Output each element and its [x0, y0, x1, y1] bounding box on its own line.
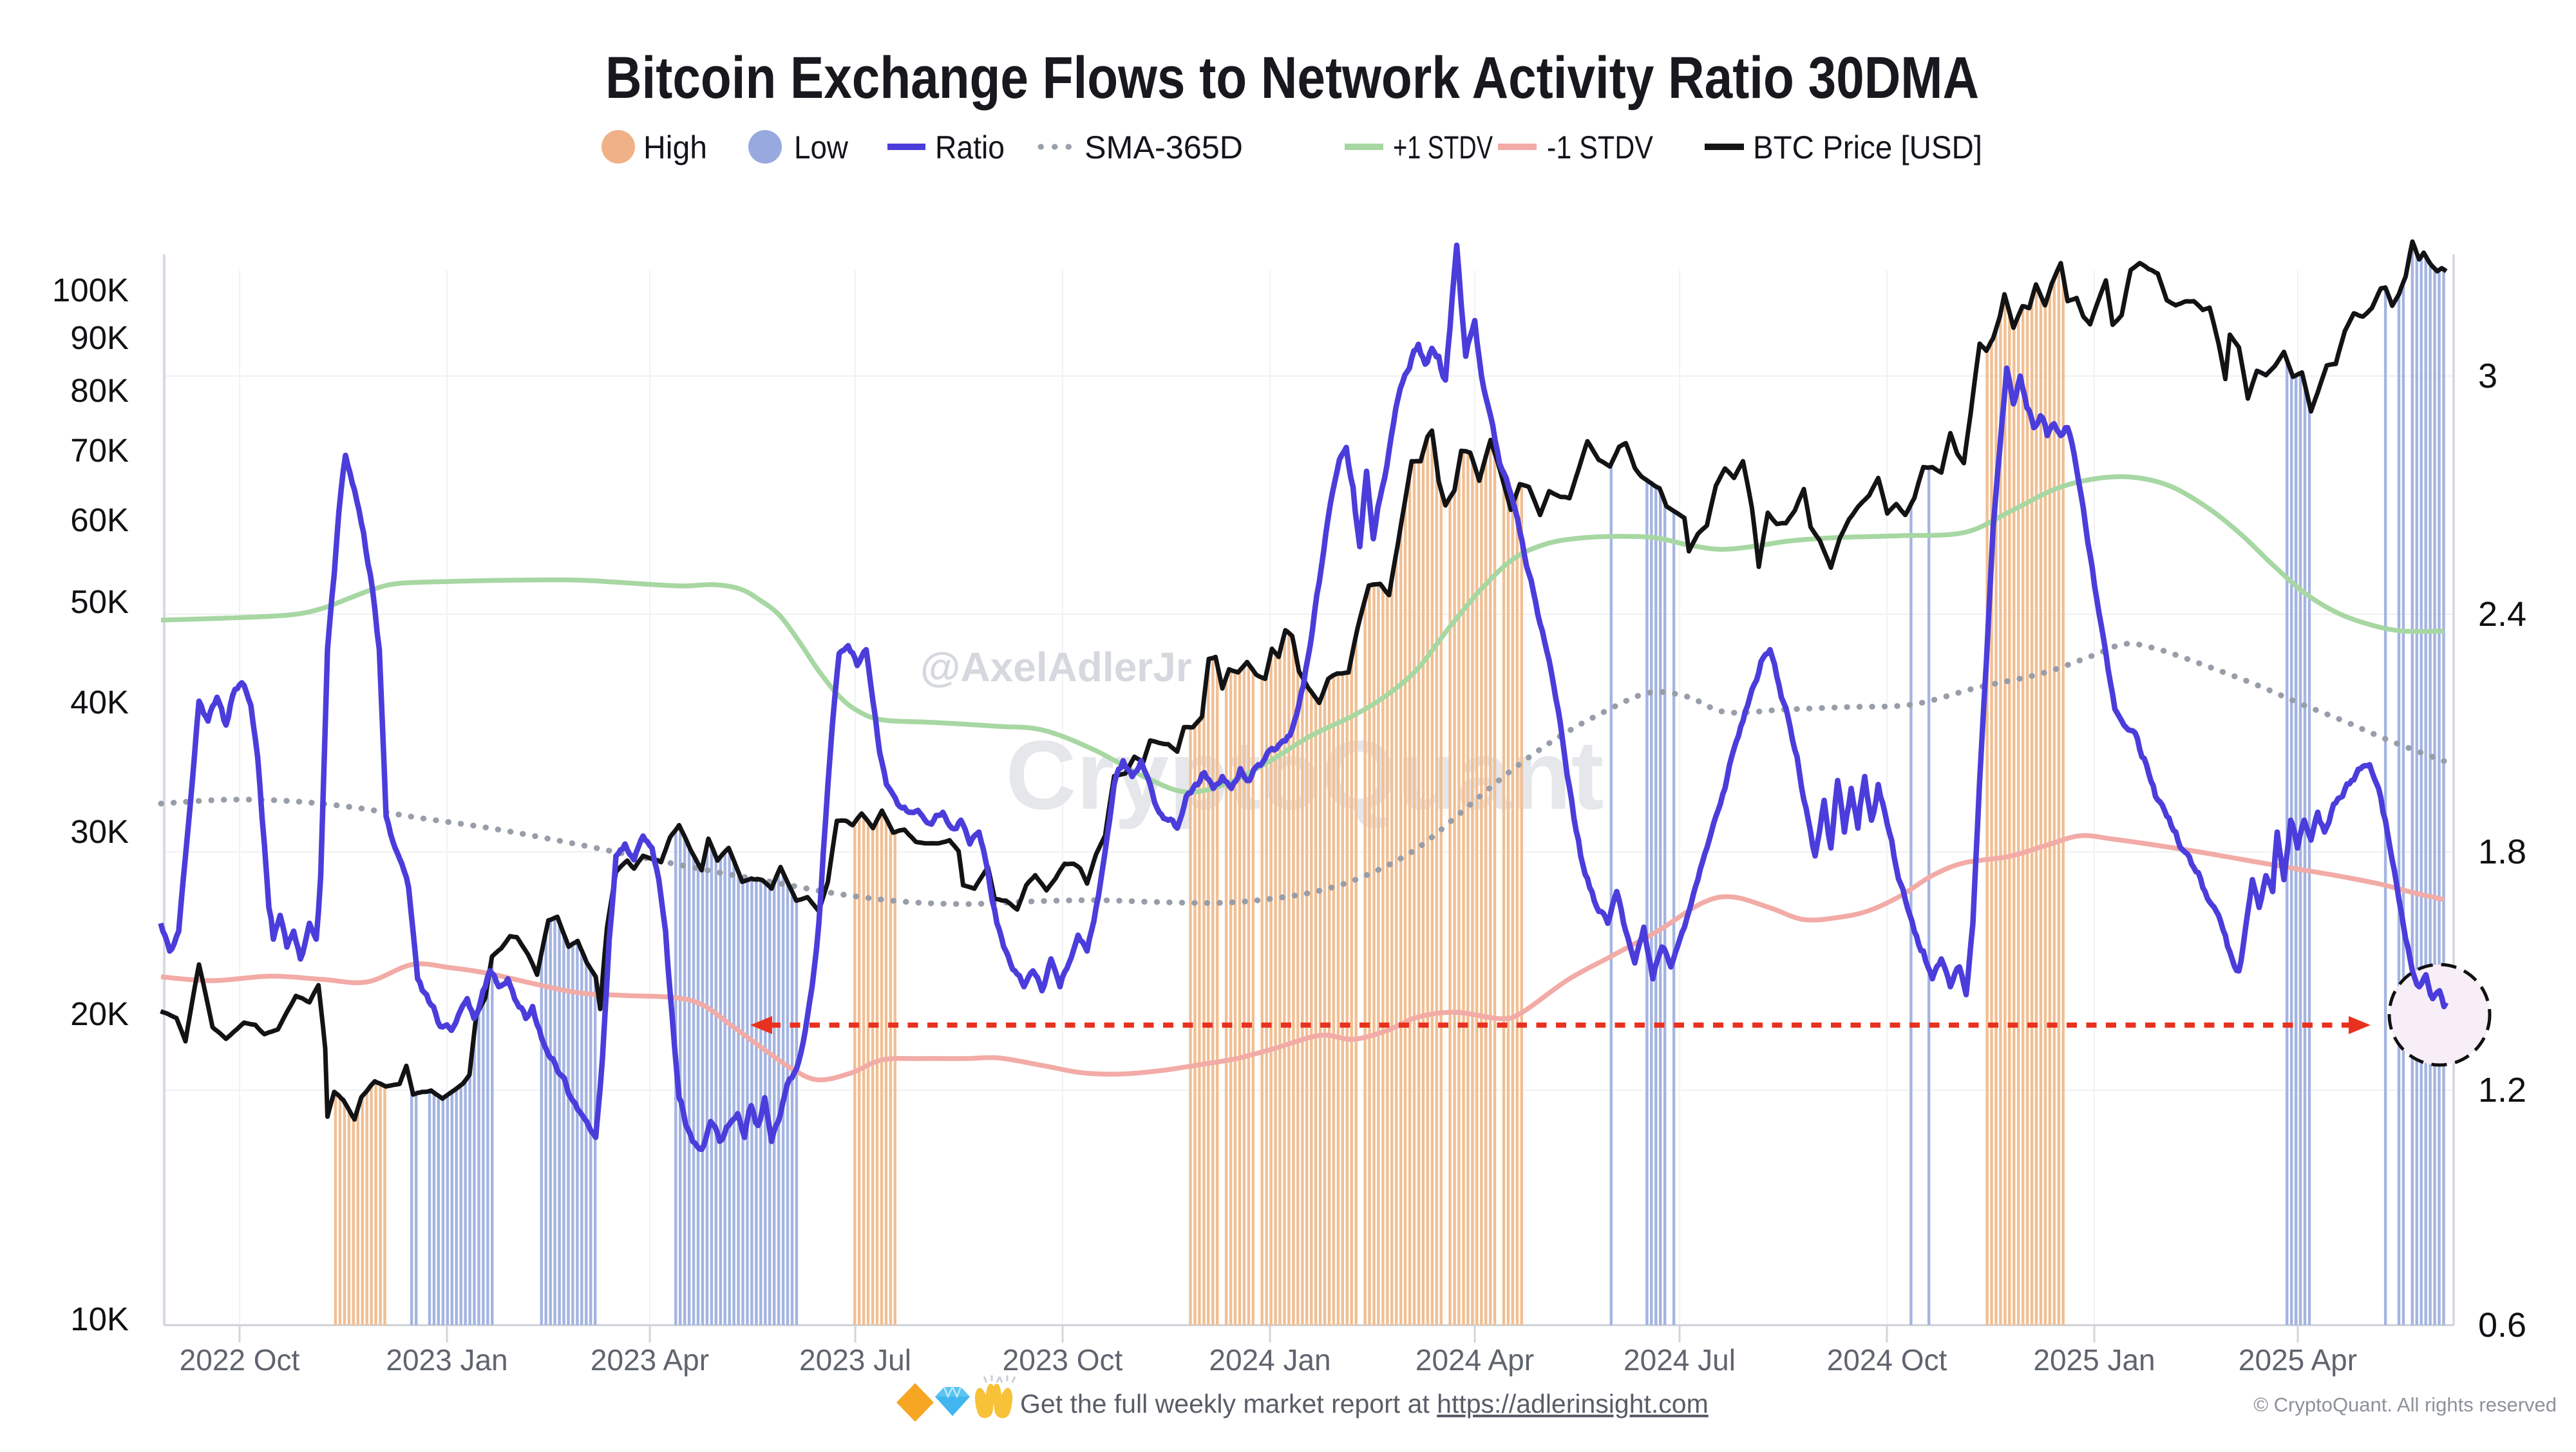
svg-text:2024 Jan: 2024 Jan	[1209, 1343, 1331, 1377]
svg-text:40K: 40K	[70, 684, 129, 721]
svg-text:20K: 20K	[70, 995, 129, 1032]
svg-text:High: High	[643, 129, 707, 165]
svg-text:-1 STDV: -1 STDV	[1547, 129, 1654, 165]
svg-text:2.4: 2.4	[2478, 595, 2526, 634]
svg-text:2025 Apr: 2025 Apr	[2239, 1343, 2357, 1377]
svg-text:70K: 70K	[70, 432, 129, 469]
svg-text:Ratio: Ratio	[935, 129, 1005, 165]
svg-text:90K: 90K	[70, 319, 129, 356]
svg-text:Low: Low	[794, 129, 849, 165]
svg-text:2023 Oct: 2023 Oct	[1003, 1343, 1123, 1377]
svg-text:2024 Oct: 2024 Oct	[1827, 1343, 1947, 1377]
svg-text:10K: 10K	[70, 1301, 129, 1337]
svg-text:2023 Jan: 2023 Jan	[386, 1343, 507, 1377]
svg-text:2024 Jul: 2024 Jul	[1624, 1343, 1736, 1377]
svg-text:© CryptoQuant. All rights rese: © CryptoQuant. All rights reserved	[2253, 1393, 2557, 1416]
svg-text:0.6: 0.6	[2478, 1306, 2526, 1344]
svg-text:30K: 30K	[70, 813, 129, 850]
svg-text:2024 Apr: 2024 Apr	[1416, 1343, 1534, 1377]
svg-text:+1 STDV: +1 STDV	[1393, 129, 1493, 165]
svg-text:1.8: 1.8	[2478, 833, 2526, 871]
svg-text:@AxelAdlerJr: @AxelAdlerJr	[920, 644, 1192, 690]
svg-text:60K: 60K	[70, 502, 129, 538]
svg-text:Get the full weekly market rep: Get the full weekly market report at htt…	[1020, 1389, 1709, 1419]
svg-text:3: 3	[2478, 357, 2497, 395]
svg-text:BTC Price [USD]: BTC Price [USD]	[1753, 129, 1982, 165]
svg-text:Bitcoin Exchange Flows to Netw: Bitcoin Exchange Flows to Network Activi…	[605, 45, 1979, 111]
svg-text:100K: 100K	[52, 272, 129, 308]
svg-text:2023 Jul: 2023 Jul	[799, 1343, 911, 1377]
svg-text:50K: 50K	[70, 583, 129, 620]
svg-text:80K: 80K	[70, 372, 129, 409]
svg-text:2022 Oct: 2022 Oct	[180, 1343, 300, 1377]
svg-text:SMA-365D: SMA-365D	[1084, 129, 1243, 165]
svg-text:1.2: 1.2	[2478, 1071, 2526, 1109]
svg-text:2025 Jan: 2025 Jan	[2033, 1343, 2155, 1377]
svg-text:2023 Apr: 2023 Apr	[591, 1343, 709, 1377]
